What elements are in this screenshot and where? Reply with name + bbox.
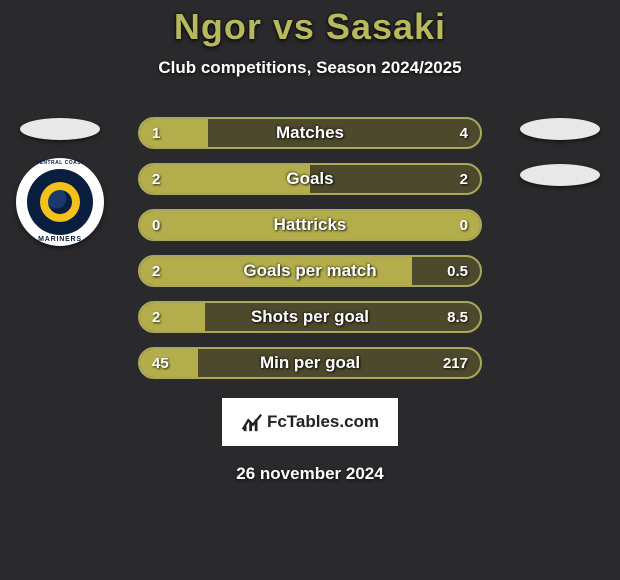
stat-right-value: 4 bbox=[460, 119, 468, 147]
bar-row: 45 Min per goal 217 bbox=[120, 340, 500, 386]
stat-right-value: 0.5 bbox=[447, 257, 468, 285]
bar-row: 2 Shots per goal 8.5 bbox=[120, 294, 500, 340]
comparison-card: Ngor vs Sasaki Club competitions, Season… bbox=[0, 0, 620, 580]
stat-right-value: 2 bbox=[460, 165, 468, 193]
stat-bar-hattricks: 0 Hattricks 0 bbox=[138, 209, 482, 241]
page-title: Ngor vs Sasaki bbox=[0, 6, 620, 48]
comparison-body: CENTRAL COAST MARINERS 1 Matches 4 bbox=[0, 110, 620, 386]
stat-bar-mpg: 45 Min per goal 217 bbox=[138, 347, 482, 379]
stat-label: Hattricks bbox=[140, 211, 480, 239]
source-logo: FcTables.com bbox=[222, 398, 398, 446]
stat-right-value: 0 bbox=[460, 211, 468, 239]
chart-icon bbox=[241, 411, 263, 433]
stat-bar-matches: 1 Matches 4 bbox=[138, 117, 482, 149]
bar-row: 1 Matches 4 bbox=[120, 110, 500, 156]
subtitle: Club competitions, Season 2024/2025 bbox=[0, 58, 620, 78]
stat-label: Min per goal bbox=[140, 349, 480, 377]
stat-label: Matches bbox=[140, 119, 480, 147]
stat-label: Goals bbox=[140, 165, 480, 193]
stat-label: Shots per goal bbox=[140, 303, 480, 331]
badge-inner bbox=[27, 169, 93, 235]
badge-text-bottom: MARINERS bbox=[16, 236, 104, 243]
right-column bbox=[500, 110, 620, 186]
badge-core bbox=[40, 182, 80, 222]
player-ellipse-right-2 bbox=[520, 164, 600, 186]
source-text: FcTables.com bbox=[267, 412, 379, 432]
club-badge-left: CENTRAL COAST MARINERS bbox=[16, 158, 104, 246]
player-ellipse-right-1 bbox=[520, 118, 600, 140]
bar-row: 2 Goals 2 bbox=[120, 156, 500, 202]
bar-row: 0 Hattricks 0 bbox=[120, 202, 500, 248]
stat-bar-spg: 2 Shots per goal 8.5 bbox=[138, 301, 482, 333]
bar-row: 2 Goals per match 0.5 bbox=[120, 248, 500, 294]
stat-bar-goals: 2 Goals 2 bbox=[138, 163, 482, 195]
player-ellipse-left bbox=[20, 118, 100, 140]
date-text: 26 november 2024 bbox=[0, 464, 620, 484]
stat-right-value: 217 bbox=[443, 349, 468, 377]
bars-column: 1 Matches 4 2 Goals 2 0 Hattricks bbox=[120, 110, 500, 386]
stat-bar-gpm: 2 Goals per match 0.5 bbox=[138, 255, 482, 287]
stat-label: Goals per match bbox=[140, 257, 480, 285]
left-column: CENTRAL COAST MARINERS bbox=[0, 110, 120, 246]
stat-right-value: 8.5 bbox=[447, 303, 468, 331]
badge-text-top: CENTRAL COAST bbox=[16, 160, 104, 166]
